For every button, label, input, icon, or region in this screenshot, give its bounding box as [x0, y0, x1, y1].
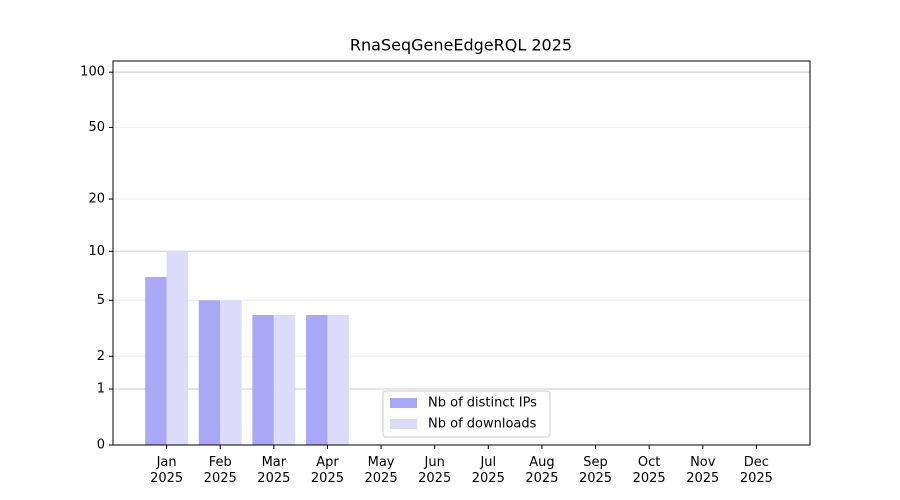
- x-tick-label: Dec 2025: [740, 455, 773, 486]
- legend-swatch: [390, 419, 417, 429]
- x-tick-label: Oct 2025: [633, 455, 666, 486]
- y-tick-label: 20: [88, 192, 105, 207]
- x-tick-label: Jul 2025: [472, 455, 505, 486]
- y-tick-label: 1: [97, 382, 105, 397]
- bar: [327, 314, 349, 445]
- plot-frame: [112, 60, 811, 446]
- chart-title: RnaSeqGeneEdgeRQL 2025: [350, 36, 572, 55]
- bar: [198, 300, 221, 445]
- y-tick-label: 0: [97, 438, 105, 453]
- y-tick-label: 2: [97, 349, 105, 364]
- x-tick-label: Jan 2025: [150, 455, 183, 486]
- bar: [145, 277, 167, 445]
- legend-swatch: [390, 398, 417, 408]
- x-tick-label: Mar 2025: [257, 455, 290, 486]
- bar: [273, 314, 296, 445]
- x-tick-label: Aug 2025: [525, 455, 558, 486]
- x-tick-label: Nov 2025: [686, 455, 719, 486]
- bar: [252, 314, 274, 445]
- y-tick-label: 10: [88, 244, 105, 259]
- bar: [306, 314, 328, 445]
- y-tick-label: 100: [80, 65, 105, 80]
- x-tick-label: Sep 2025: [579, 455, 612, 486]
- x-tick-label: Apr 2025: [311, 455, 344, 486]
- bar: [220, 300, 242, 445]
- y-tick-label: 5: [97, 293, 105, 308]
- legend-frame: [382, 390, 551, 438]
- legend-label: Nb of distinct IPs: [428, 396, 537, 411]
- x-tick-label: May 2025: [365, 455, 398, 486]
- bar: [166, 251, 189, 445]
- legend-label: Nb of downloads: [428, 417, 537, 432]
- y-tick-label: 50: [88, 120, 105, 135]
- x-tick-label: Jun 2025: [418, 455, 451, 486]
- x-tick-label: Feb 2025: [204, 455, 237, 486]
